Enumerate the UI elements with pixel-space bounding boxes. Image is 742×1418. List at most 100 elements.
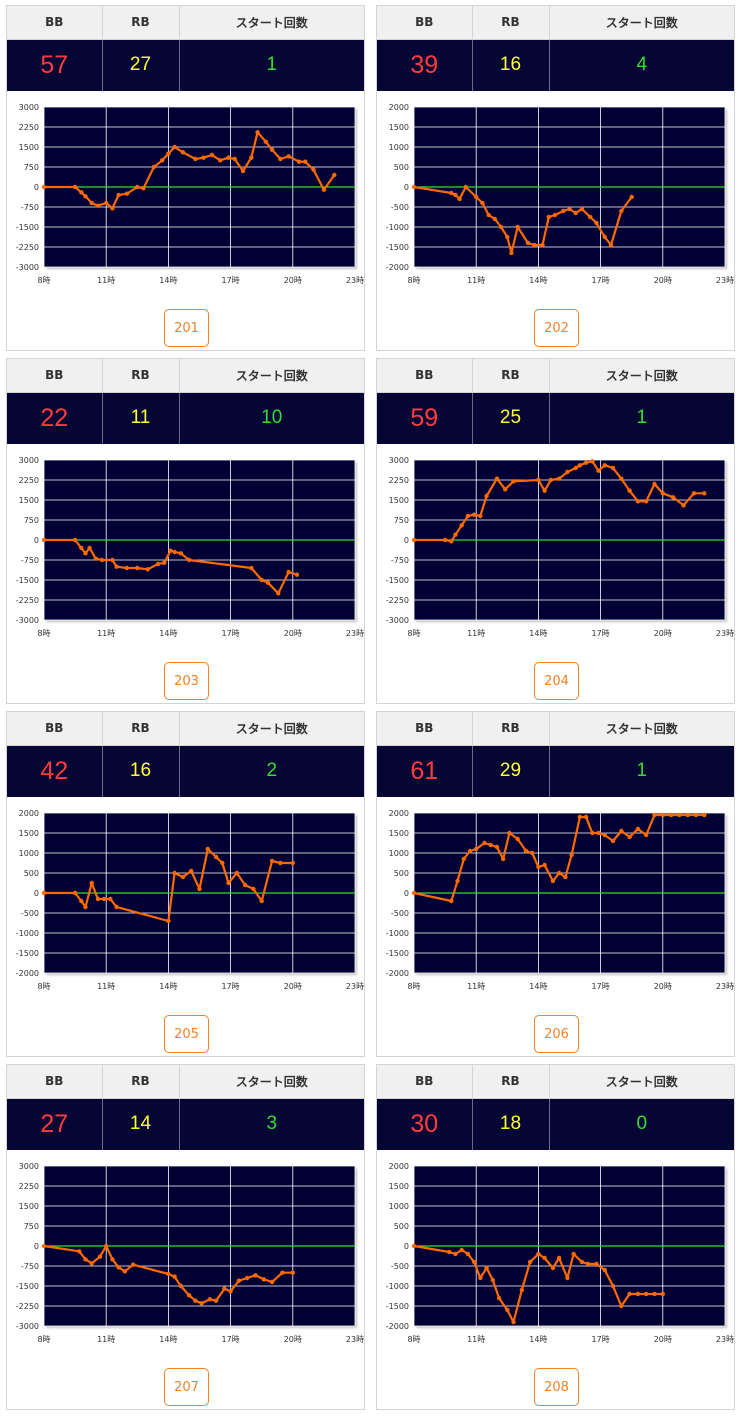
machine-number-button[interactable]: 204 (534, 662, 579, 700)
x-tick-label: 14時 (529, 276, 547, 285)
data-point (122, 1269, 128, 1274)
data-point (670, 495, 676, 500)
data-point (536, 477, 541, 483)
y-tick-label: -1000 (386, 929, 409, 938)
data-point (529, 850, 535, 856)
data-point (542, 1255, 547, 1261)
data-point (172, 144, 177, 150)
data-point (685, 812, 690, 818)
data-point (226, 880, 231, 886)
data-point (505, 234, 510, 240)
y-tick-label: -2250 (16, 243, 39, 252)
data-point (321, 187, 327, 192)
data-point (465, 513, 471, 519)
data-point (471, 512, 477, 517)
data-point (500, 856, 506, 862)
machine-number-button[interactable]: 201 (164, 309, 209, 347)
data-point (577, 463, 583, 468)
data-point (588, 214, 593, 220)
data-point (83, 194, 88, 199)
y-tick-label: 3000 (389, 456, 409, 465)
data-point (515, 224, 520, 230)
rb-header: RB (102, 712, 180, 746)
data-point (180, 874, 186, 880)
data-point (87, 545, 92, 551)
machine-number-button[interactable]: 208 (534, 1368, 579, 1406)
data-point (602, 463, 607, 468)
machine-number-button[interactable]: 202 (534, 309, 579, 347)
machine-number-button[interactable]: 203 (164, 662, 209, 700)
data-point (207, 1297, 213, 1302)
data-point (478, 513, 483, 519)
data-point (527, 1259, 533, 1265)
x-tick-label: 17時 (222, 276, 240, 285)
data-point (411, 184, 417, 190)
y-tick-label: 1000 (389, 849, 409, 858)
y-tick-label: -500 (391, 909, 409, 918)
data-point (693, 812, 699, 818)
data-point (660, 491, 665, 496)
x-tick-label: 20時 (284, 1335, 302, 1344)
x-tick-label: 11時 (467, 276, 485, 285)
machine-card: BB RB スタート回数 39 16 4 2000 1500 1000 500 0 -500 -1000… (376, 5, 735, 351)
data-point (573, 210, 578, 216)
data-point (548, 477, 554, 483)
data-point (478, 1275, 483, 1281)
data-point (579, 206, 585, 212)
data-point (411, 890, 417, 896)
data-point (619, 476, 624, 481)
machine-number-button[interactable]: 206 (534, 1015, 579, 1053)
rb-header: RB (472, 712, 550, 746)
data-point (484, 1265, 489, 1271)
data-point (602, 234, 607, 240)
rb-count: 16 (472, 39, 550, 91)
data-point (89, 880, 94, 886)
y-tick-label: 0 (404, 536, 409, 545)
data-point (652, 1291, 657, 1297)
start-count: 0 (549, 1098, 734, 1150)
y-tick-label: 1000 (19, 849, 39, 858)
data-point (565, 1275, 570, 1281)
data-point (652, 812, 657, 818)
data-point (635, 499, 641, 504)
machine-number-button[interactable]: 205 (164, 1015, 209, 1053)
data-point (573, 465, 578, 471)
y-tick-label: 750 (394, 516, 409, 525)
x-tick-label: 8時 (37, 629, 50, 638)
data-point (411, 1243, 417, 1249)
data-point (135, 565, 140, 571)
data-point (552, 212, 558, 218)
stats-table: BB RB スタート回数 39 16 4 (377, 6, 734, 91)
y-tick-label: 3000 (19, 456, 39, 465)
machine-number-button[interactable]: 207 (164, 1368, 209, 1406)
bb-header: BB (377, 1065, 473, 1099)
x-tick-label: 11時 (97, 1335, 115, 1344)
data-point (668, 812, 674, 818)
y-tick-label: 2000 (389, 809, 409, 818)
bb-count: 57 (7, 39, 103, 91)
data-point (536, 864, 541, 870)
data-point (411, 537, 417, 543)
y-tick-label: 1000 (389, 1202, 409, 1211)
data-point (255, 130, 260, 135)
data-point (503, 487, 508, 492)
bb-count: 42 (7, 745, 103, 797)
x-tick-label: 14時 (159, 276, 177, 285)
x-tick-label: 11時 (97, 982, 115, 991)
data-point (563, 874, 568, 880)
y-tick-label: -2250 (16, 1302, 39, 1311)
machine-card: BB RB スタート回数 42 16 2 2000 1500 1000 500 0 -500 -1000… (6, 711, 365, 1057)
data-point (280, 1270, 285, 1275)
data-point (550, 878, 556, 884)
data-point (596, 468, 601, 473)
data-point (542, 488, 547, 493)
data-point (627, 834, 632, 840)
data-point (101, 896, 107, 902)
data-point (41, 537, 47, 543)
x-tick-label: 11時 (97, 629, 115, 638)
y-tick-label: 0 (404, 183, 409, 192)
bb-header: BB (377, 6, 473, 40)
data-point (691, 491, 697, 496)
data-point (660, 812, 665, 818)
data-point (79, 545, 84, 551)
